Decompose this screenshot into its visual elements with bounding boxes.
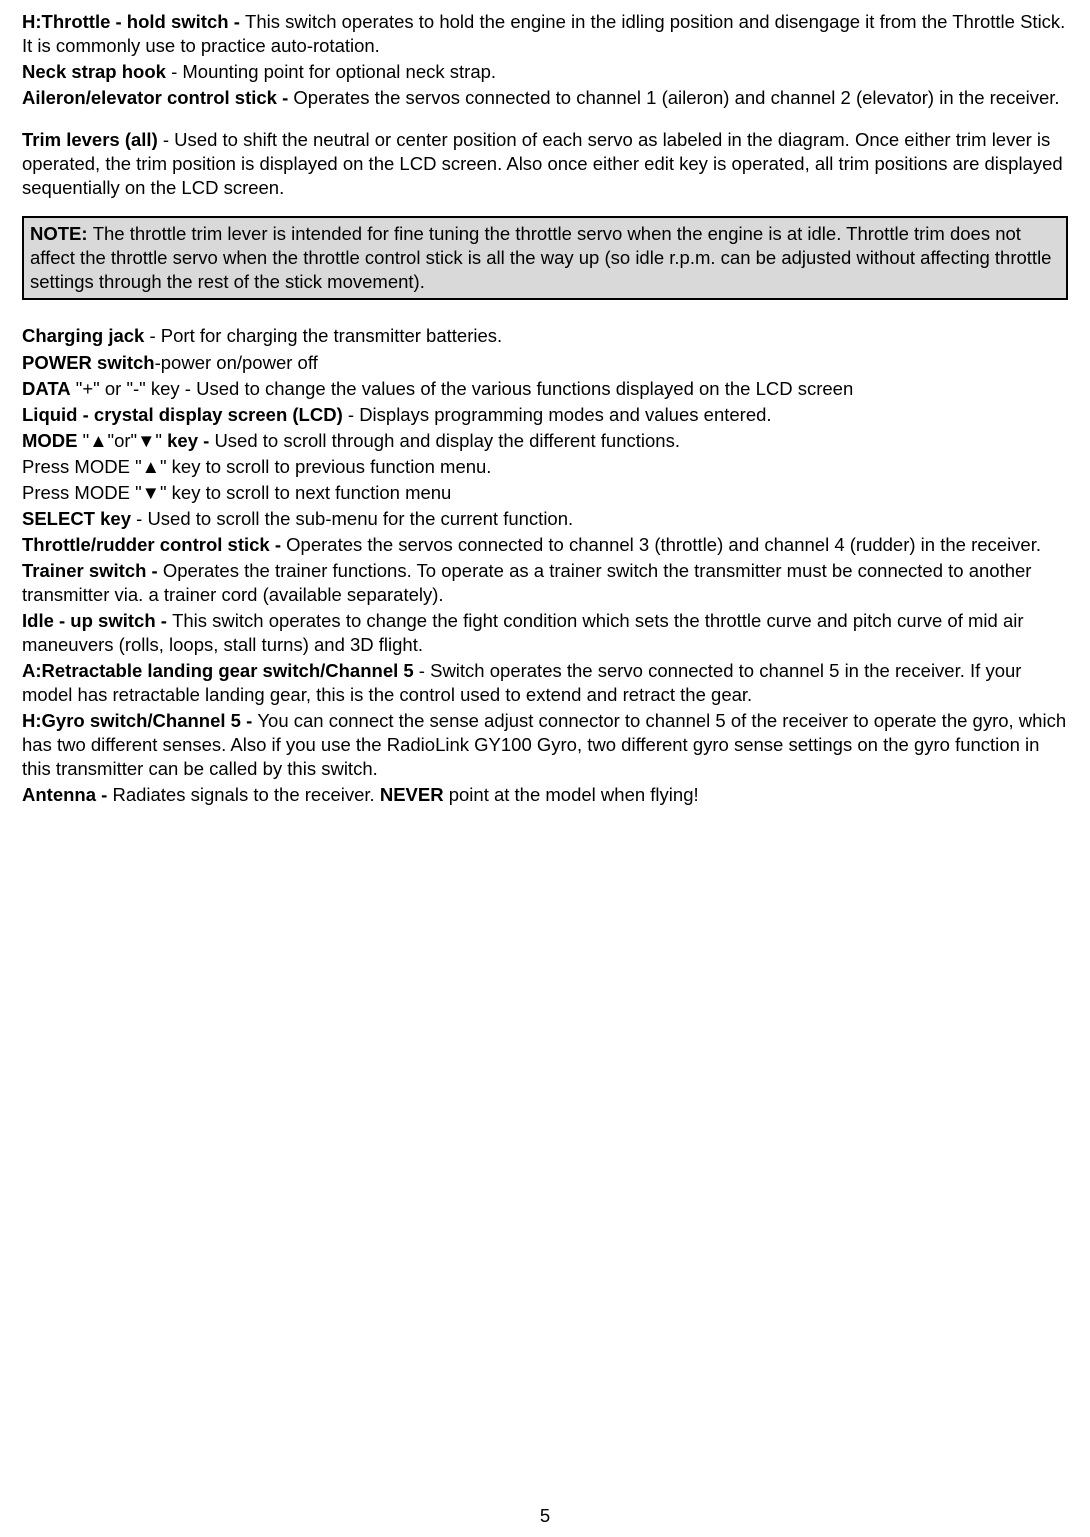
text-select-key: - Used to scroll the sub-menu for the cu… (131, 508, 573, 529)
item-idle-up: Idle - up switch - This switch operates … (22, 609, 1068, 657)
label-antenna: Antenna - (22, 784, 112, 805)
note-box: NOTE: The throttle trim lever is intende… (22, 216, 1068, 300)
label-note: NOTE: (30, 223, 93, 244)
label-throttle-rudder: Throttle/rudder control stick - (22, 534, 286, 555)
item-mode-key: MODE "▲"or"▼" key - Used to scroll throu… (22, 429, 1068, 453)
item-trainer: Trainer switch - Operates the trainer fu… (22, 559, 1068, 607)
text-antenna-2: point at the model when flying! (444, 784, 699, 805)
label-aileron-elevator: Aileron/elevator control stick - (22, 87, 293, 108)
mode-line-3: Press MODE "▼" key to scroll to next fun… (22, 481, 1068, 505)
item-select-key: SELECT key - Used to scroll the sub-menu… (22, 507, 1068, 531)
page-number: 5 (0, 1505, 1090, 1527)
item-data-key: DATA "+" or "-" key - Used to change the… (22, 377, 1068, 401)
label-retract: A:Retractable landing gear switch/Channe… (22, 660, 414, 681)
item-antenna: Antenna - Radiates signals to the receiv… (22, 783, 1068, 807)
text-antenna-1: Radiates signals to the receiver. (112, 784, 379, 805)
text-charging-jack: - Port for charging the transmitter batt… (144, 325, 502, 346)
label-neck-strap: Neck strap hook (22, 61, 166, 82)
label-idle-up: Idle - up switch - (22, 610, 172, 631)
label-antenna-never: NEVER (380, 784, 444, 805)
label-select-key: SELECT key (22, 508, 131, 529)
text-idle-up: This switch operates to change the fight… (22, 610, 1024, 655)
item-retract: A:Retractable landing gear switch/Channe… (22, 659, 1068, 707)
text-aileron-elevator: Operates the servos connected to channel… (293, 87, 1059, 108)
item-lcd: Liquid - crystal display screen (LCD) - … (22, 403, 1068, 427)
text-mode: Used to scroll through and display the d… (214, 430, 680, 451)
label-power-switch: POWER switch (22, 352, 155, 373)
item-charging-jack: Charging jack - Port for charging the tr… (22, 324, 1068, 348)
label-data-key: DATA (22, 378, 71, 399)
text-throttle-rudder: Operates the servos connected to channel… (286, 534, 1041, 555)
label-mode-post: key - (167, 430, 214, 451)
item-gyro: H:Gyro switch/Channel 5 - You can connec… (22, 709, 1068, 781)
label-charging-jack: Charging jack (22, 325, 144, 346)
item-throttle-hold: H:Throttle - hold switch - This switch o… (22, 10, 1068, 58)
label-lcd: Liquid - crystal display screen (LCD) (22, 404, 343, 425)
text-power-switch: -power on/power off (155, 352, 318, 373)
page: H:Throttle - hold switch - This switch o… (0, 0, 1090, 1537)
text-lcd: - Displays programming modes and values … (343, 404, 772, 425)
mode-line-2: Press MODE "▲" key to scroll to previous… (22, 455, 1068, 479)
label-trainer: Trainer switch - (22, 560, 163, 581)
text-note: The throttle trim lever is intended for … (30, 223, 1051, 292)
item-aileron-elevator: Aileron/elevator control stick - Operate… (22, 86, 1068, 110)
item-throttle-rudder: Throttle/rudder control stick - Operates… (22, 533, 1068, 557)
text-trainer: Operates the trainer functions. To opera… (22, 560, 1031, 605)
item-trim-levers: Trim levers (all) - Used to shift the ne… (22, 128, 1068, 200)
text-data-key: "+" or "-" key - Used to change the valu… (71, 378, 854, 399)
label-mode-pre: MODE (22, 430, 78, 451)
text-trim-levers: - Used to shift the neutral or center po… (22, 129, 1063, 198)
label-trim-levers: Trim levers (all) (22, 129, 158, 150)
item-power-switch: POWER switch-power on/power off (22, 351, 1068, 375)
label-throttle-hold: H:Throttle - hold switch - (22, 11, 245, 32)
item-neck-strap: Neck strap hook - Mounting point for opt… (22, 60, 1068, 84)
text-neck-strap: - Mounting point for optional neck strap… (166, 61, 496, 82)
label-gyro: H:Gyro switch/Channel 5 - (22, 710, 257, 731)
mode-mid: "▲"or"▼" (78, 430, 168, 451)
